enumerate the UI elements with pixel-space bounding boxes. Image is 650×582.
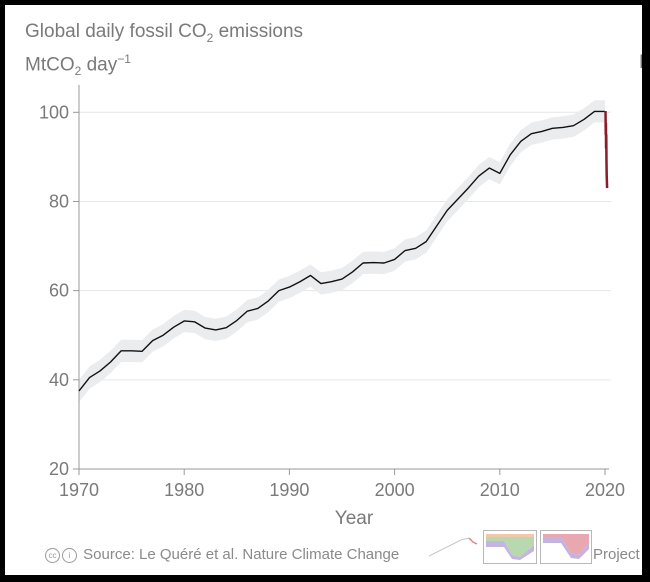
by-icon: i [62, 548, 77, 563]
y-tick-label: 40 [49, 370, 69, 390]
x-tick-label: 1970 [59, 480, 99, 500]
y-tick-label: 20 [49, 459, 69, 479]
x-axis-label: Year [335, 508, 374, 529]
uncertainty-band [79, 100, 605, 403]
y-axis-unit: MtCO2 day−1 [25, 52, 131, 79]
x-tick-label: 2020 [585, 480, 625, 500]
x-tick-label: 2000 [375, 480, 415, 500]
x-tick-label: 2010 [480, 480, 520, 500]
y-tick-label: 60 [49, 281, 69, 301]
chart-frame: Global daily fossil CO2 emissions MtCO2 … [5, 5, 642, 575]
right-panel-title-cut: M [639, 52, 642, 74]
y-tick-label: 100 [39, 102, 69, 122]
thumbnail-region-area[interactable] [540, 530, 592, 564]
chart-title: Global daily fossil CO2 emissions [25, 21, 304, 45]
y-tick-label: 80 [49, 191, 69, 211]
source-text: Source: Le Quéré et al. Nature Climate C… [83, 546, 400, 563]
x-tick-label: 1990 [269, 480, 309, 500]
chart-source: cc i Source: Le Quéré et al. Nature Clima… [45, 546, 399, 563]
annual-emissions-line [78, 110, 605, 392]
x-tick-label: 1980 [164, 480, 204, 500]
cc-icon: cc [45, 548, 60, 563]
thumbnail-line[interactable] [427, 530, 479, 562]
daily-2020-line [604, 110, 609, 189]
chart-plot: 20 40 60 80 100 1970 1980 1990 2000 2010 2020 Year [39, 85, 625, 529]
source-project-text: Project [593, 546, 640, 563]
thumbnail-sector-area[interactable] [483, 530, 537, 564]
